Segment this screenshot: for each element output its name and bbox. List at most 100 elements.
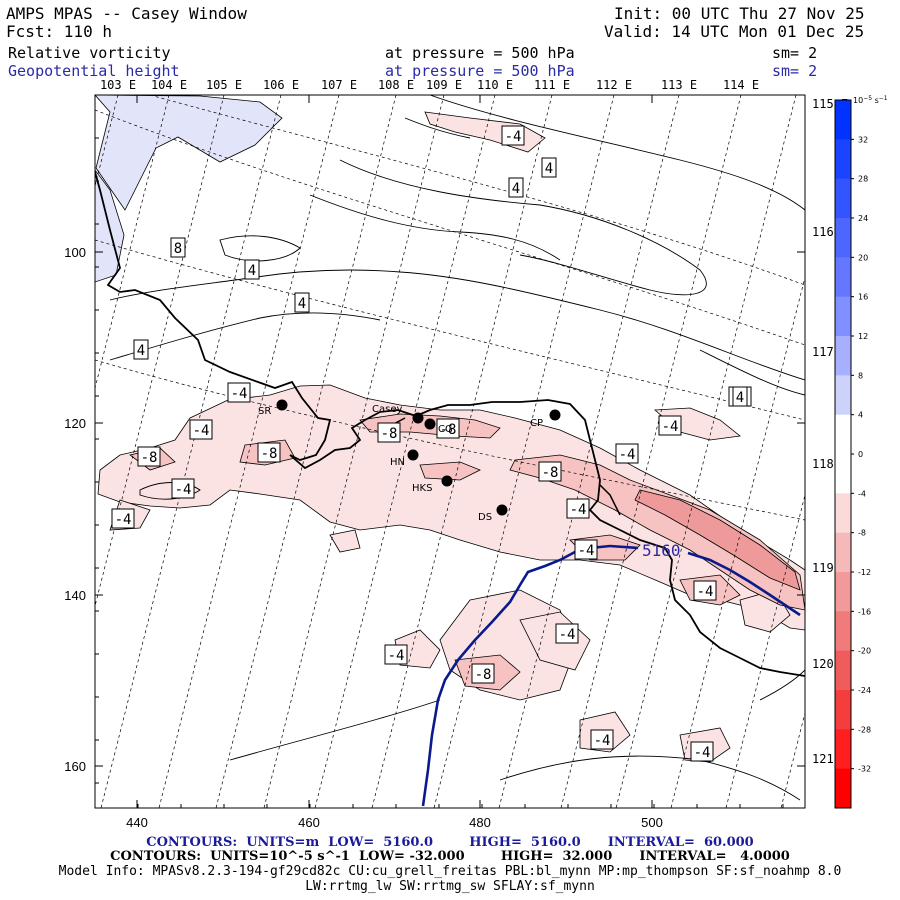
x-tick-label: 440 [126,815,148,830]
colorbar-segment [835,336,851,376]
station-marker [407,449,419,461]
contour-label: -8 [257,442,281,463]
station-marker [496,504,508,516]
contour-label-text: 4 [137,343,145,359]
contour-label: -4 [189,419,213,440]
contour-label: -4 [615,443,639,464]
x-axis-labels: 440 460 480 500 [126,815,663,830]
colorbar: 32 28 24 20 16 12 8 4 0 -4 -8 -12 -16 -20 -24 -28 -32 [834,99,871,809]
colorbar-label: -16 [858,607,871,616]
contour-label-text: -4 [662,419,679,435]
contour-label: 4 [508,177,524,198]
y-axis-labels: 100 120 140 160 [64,245,86,774]
contour-label: -4 [693,580,717,601]
colorbar-segment [835,650,851,691]
contour-label: 4 [244,259,260,280]
colorbar-label: 24 [858,214,868,223]
colorbar-segment [835,296,851,337]
colorbar-label: -32 [858,765,871,774]
x-tick-label: 500 [641,815,663,830]
contour-label: -8 [377,422,401,443]
colorbar-label: 16 [858,293,868,302]
colorbar-segment [835,532,851,573]
model-title: AMPS MPAS -- Casey Window [6,4,247,23]
init-time: Init: 00 UTC Thu 27 Nov 25 [614,4,865,23]
meridian-line [670,275,805,808]
station-marker [276,399,288,411]
contour-label-text: 4 [545,161,553,177]
model-physics: LW:rrtmg_lw SW:rrtmg_sw SFLAY:sf_mynn [305,879,595,894]
contour-label-text: -8 [141,450,158,466]
parallel-line [95,359,805,521]
parallel-line [95,109,805,346]
pressure-level-vorticity: at pressure = 500 hPa [385,44,575,62]
meridian-line [95,95,170,390]
colorbar-segment [835,178,851,219]
contour-label-text: -4 [594,733,611,749]
height-contour-info: CONTOURS: UNITS=m LOW= 5160.0 HIGH= 5160… [146,835,754,850]
plot-frame [94,94,806,809]
contour-label-text: 4 [248,263,256,279]
station-label: CG [438,424,453,435]
vorticity-contour-info: CONTOURS: UNITS=10^-5 s^-1 LOW= -32.000 … [110,849,790,864]
latlon-grid [95,95,900,808]
station-hks: HKS [412,475,453,494]
colorbar-segment [835,729,851,770]
pressure-level-height: at pressure = 500 hPa [385,62,575,80]
top-lon-label: 108 E [378,78,414,92]
top-lon-label: 113 E [661,78,697,92]
top-lon-label: 110 E [477,78,513,92]
field-name-vorticity: Relative vorticity [8,44,171,62]
forecast-hour: Fcst: 110 h [6,22,112,41]
top-lon-label: 106 E [263,78,299,92]
contour-label-text: -4 [388,648,405,664]
contour-label-text: -4 [559,627,576,643]
ice-shelf-edge [599,484,621,516]
colorbar-segment [835,768,851,809]
colorbar-segment [835,454,851,494]
contour-label: -4 [111,508,135,529]
station-marker [549,409,561,421]
meridian-line [158,95,340,808]
station-label: SR [258,406,271,417]
smoothing-vorticity: sm= 2 [772,44,818,62]
contour-label: -4 [227,382,251,403]
contour-label: -4 [501,125,525,146]
top-lon-label: 104 E [151,78,187,92]
contour-label-text: -8 [440,422,457,438]
colorbar-label: -4 [858,489,866,498]
meridian-line [314,95,496,808]
valid-time: Valid: 14 UTC Mon 01 Dec 25 [604,22,865,41]
contour-label: -4 [566,498,590,519]
contour-label-text: -8 [261,446,278,462]
positive-vorticity-area [95,95,283,211]
top-lon-label: 111 E [534,78,570,92]
colorbar-segment [835,690,851,730]
meridian-line [891,95,900,808]
station-cg: CG [424,418,453,435]
contour-label: 4 [294,292,310,313]
plot-area [95,95,900,808]
contour-label-text: -4 [175,482,192,498]
colorbar-segment [835,611,851,652]
colorbar-segment [835,100,851,140]
station-label: HKS [412,483,432,494]
contour-label-text: -8 [542,465,559,481]
station-label: HN [390,457,405,468]
station-label: CP [530,418,543,429]
colorbar-segment [835,218,851,258]
colorbar-label: 12 [858,332,868,341]
contour-label-text: -8 [381,426,398,442]
colorbar-segment [835,375,851,416]
contour-label-text: -4 [505,129,522,145]
meridian-line [498,95,680,808]
height-contour-label: 5160 [642,541,681,560]
contour-label-text: 4 [512,181,520,197]
colorbar-label: -24 [858,686,871,695]
contour-label: -8 [436,418,460,439]
parallel-line [95,239,805,421]
contour-labels: -4448444-4-4-8-8-4-4-4-8-8-4-4-8-8-4-4-8… [111,125,752,762]
stations: SR Casey CG CP HN HKS DS [258,399,561,523]
meridian-line [433,95,615,808]
